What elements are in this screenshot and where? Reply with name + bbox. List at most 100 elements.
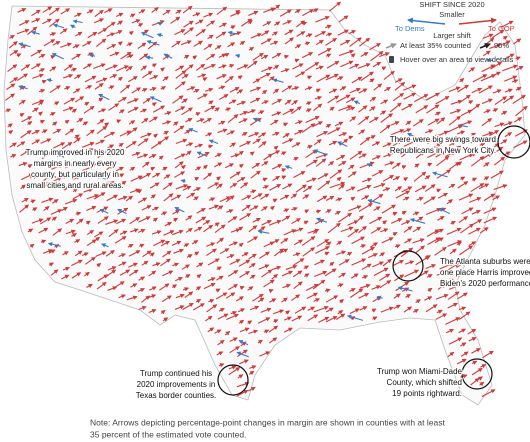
shift-arrow [230, 25, 236, 30]
shift-arrow [51, 176, 63, 183]
shift-arrow [314, 95, 323, 101]
shift-arrow [138, 243, 145, 248]
shift-arrow [76, 117, 84, 123]
shift-arrow [250, 33, 262, 39]
shift-arrow [115, 281, 125, 288]
shift-arrow [170, 16, 181, 24]
shift-arrow [456, 261, 466, 268]
shift-arrow [426, 104, 440, 114]
shift-arrow [262, 177, 268, 182]
shift-arrow [71, 259, 83, 267]
shift-arrow [285, 264, 298, 270]
shift-arrow [414, 94, 429, 103]
shift-arrow [271, 274, 278, 280]
shift-arrow [101, 243, 109, 248]
shift-arrow [194, 166, 202, 171]
shift-arrow [349, 63, 360, 70]
shift-arrow [349, 87, 361, 94]
shift-arrow [214, 45, 222, 50]
shift-arrow [270, 205, 275, 211]
shift-arrow [174, 305, 185, 310]
shift-arrow [239, 285, 245, 290]
shift-arrow [208, 299, 215, 304]
shift-arrow [106, 44, 117, 50]
shift-arrow [306, 144, 313, 149]
shift-arrow [184, 64, 194, 72]
shift-arrow [241, 132, 248, 137]
shift-arrow [301, 52, 314, 59]
shift-arrow [218, 64, 227, 69]
shift-arrow [129, 269, 139, 277]
shift-arrow [160, 86, 166, 91]
shift-arrow [252, 78, 261, 84]
shift-arrow [186, 86, 196, 91]
shift-arrow [260, 193, 270, 200]
shift-arrow [52, 128, 62, 134]
shift-arrow [239, 111, 249, 116]
shift-arrow [383, 70, 395, 80]
annotation-line: The Atlanta suburbs were [440, 257, 530, 266]
shift-arrow [357, 116, 370, 125]
shift-arrow [468, 241, 477, 247]
shift-arrow [207, 34, 214, 40]
shift-arrow [329, 1, 341, 12]
shift-arrow [481, 64, 496, 73]
shift-arrow [348, 30, 357, 35]
hover-icon [389, 56, 394, 63]
shift-arrow [20, 184, 26, 190]
shift-arrow [361, 263, 372, 271]
shift-arrow [181, 264, 190, 270]
shift-arrow [185, 142, 194, 147]
shift-arrow [373, 83, 383, 91]
shift-arrow [162, 120, 172, 125]
shift-arrow [325, 37, 338, 46]
shift-arrow [63, 73, 74, 79]
shift-arrow [445, 151, 456, 157]
shift-arrow [105, 180, 115, 188]
shift-arrow [52, 228, 63, 236]
shift-arrow [59, 28, 68, 35]
shift-arrow [9, 50, 19, 56]
shift-arrow [360, 52, 369, 58]
shift-arrow [163, 130, 169, 136]
shift-arrow [137, 42, 147, 50]
shift-arrow [460, 223, 474, 234]
shift-arrow [43, 206, 50, 212]
shift-arrow [63, 64, 73, 71]
shift-arrow [284, 165, 293, 170]
shift-arrow [272, 175, 281, 182]
shift-arrow [338, 259, 350, 266]
shift-arrow [104, 8, 113, 14]
shift-arrow [42, 6, 53, 13]
shift-arrow [338, 15, 349, 23]
shift-arrow [361, 246, 375, 255]
shift-arrow [140, 65, 147, 71]
shift-arrow [20, 150, 30, 157]
shift-arrow [180, 178, 186, 184]
shift-arrow [403, 92, 417, 100]
shift-arrow [105, 219, 119, 225]
shift-arrow [368, 253, 378, 259]
shift-arrow [142, 97, 151, 104]
shift-arrow [142, 161, 150, 168]
shift-arrow [369, 216, 383, 225]
shift-arrow [315, 246, 330, 254]
shift-arrow [216, 275, 224, 281]
shift-arrow [64, 163, 77, 169]
shift-arrow [117, 208, 127, 215]
shift-arrow [326, 60, 340, 69]
shift-arrow [237, 150, 244, 156]
shift-arrow [5, 93, 15, 101]
shift-arrow [138, 23, 144, 28]
shift-arrow [183, 54, 190, 60]
shift-arrow [325, 32, 333, 37]
shift-arrow [30, 49, 42, 57]
shift-arrow [403, 139, 419, 147]
annotation-line: There were big swings toward [390, 135, 496, 144]
shift-arrow [401, 165, 407, 170]
annotation-line: 2020 improvements in [137, 380, 216, 389]
shift-arrow [52, 199, 59, 204]
shift-arrow [282, 108, 295, 116]
shift-arrow [49, 18, 60, 28]
shift-arrow [305, 283, 319, 292]
